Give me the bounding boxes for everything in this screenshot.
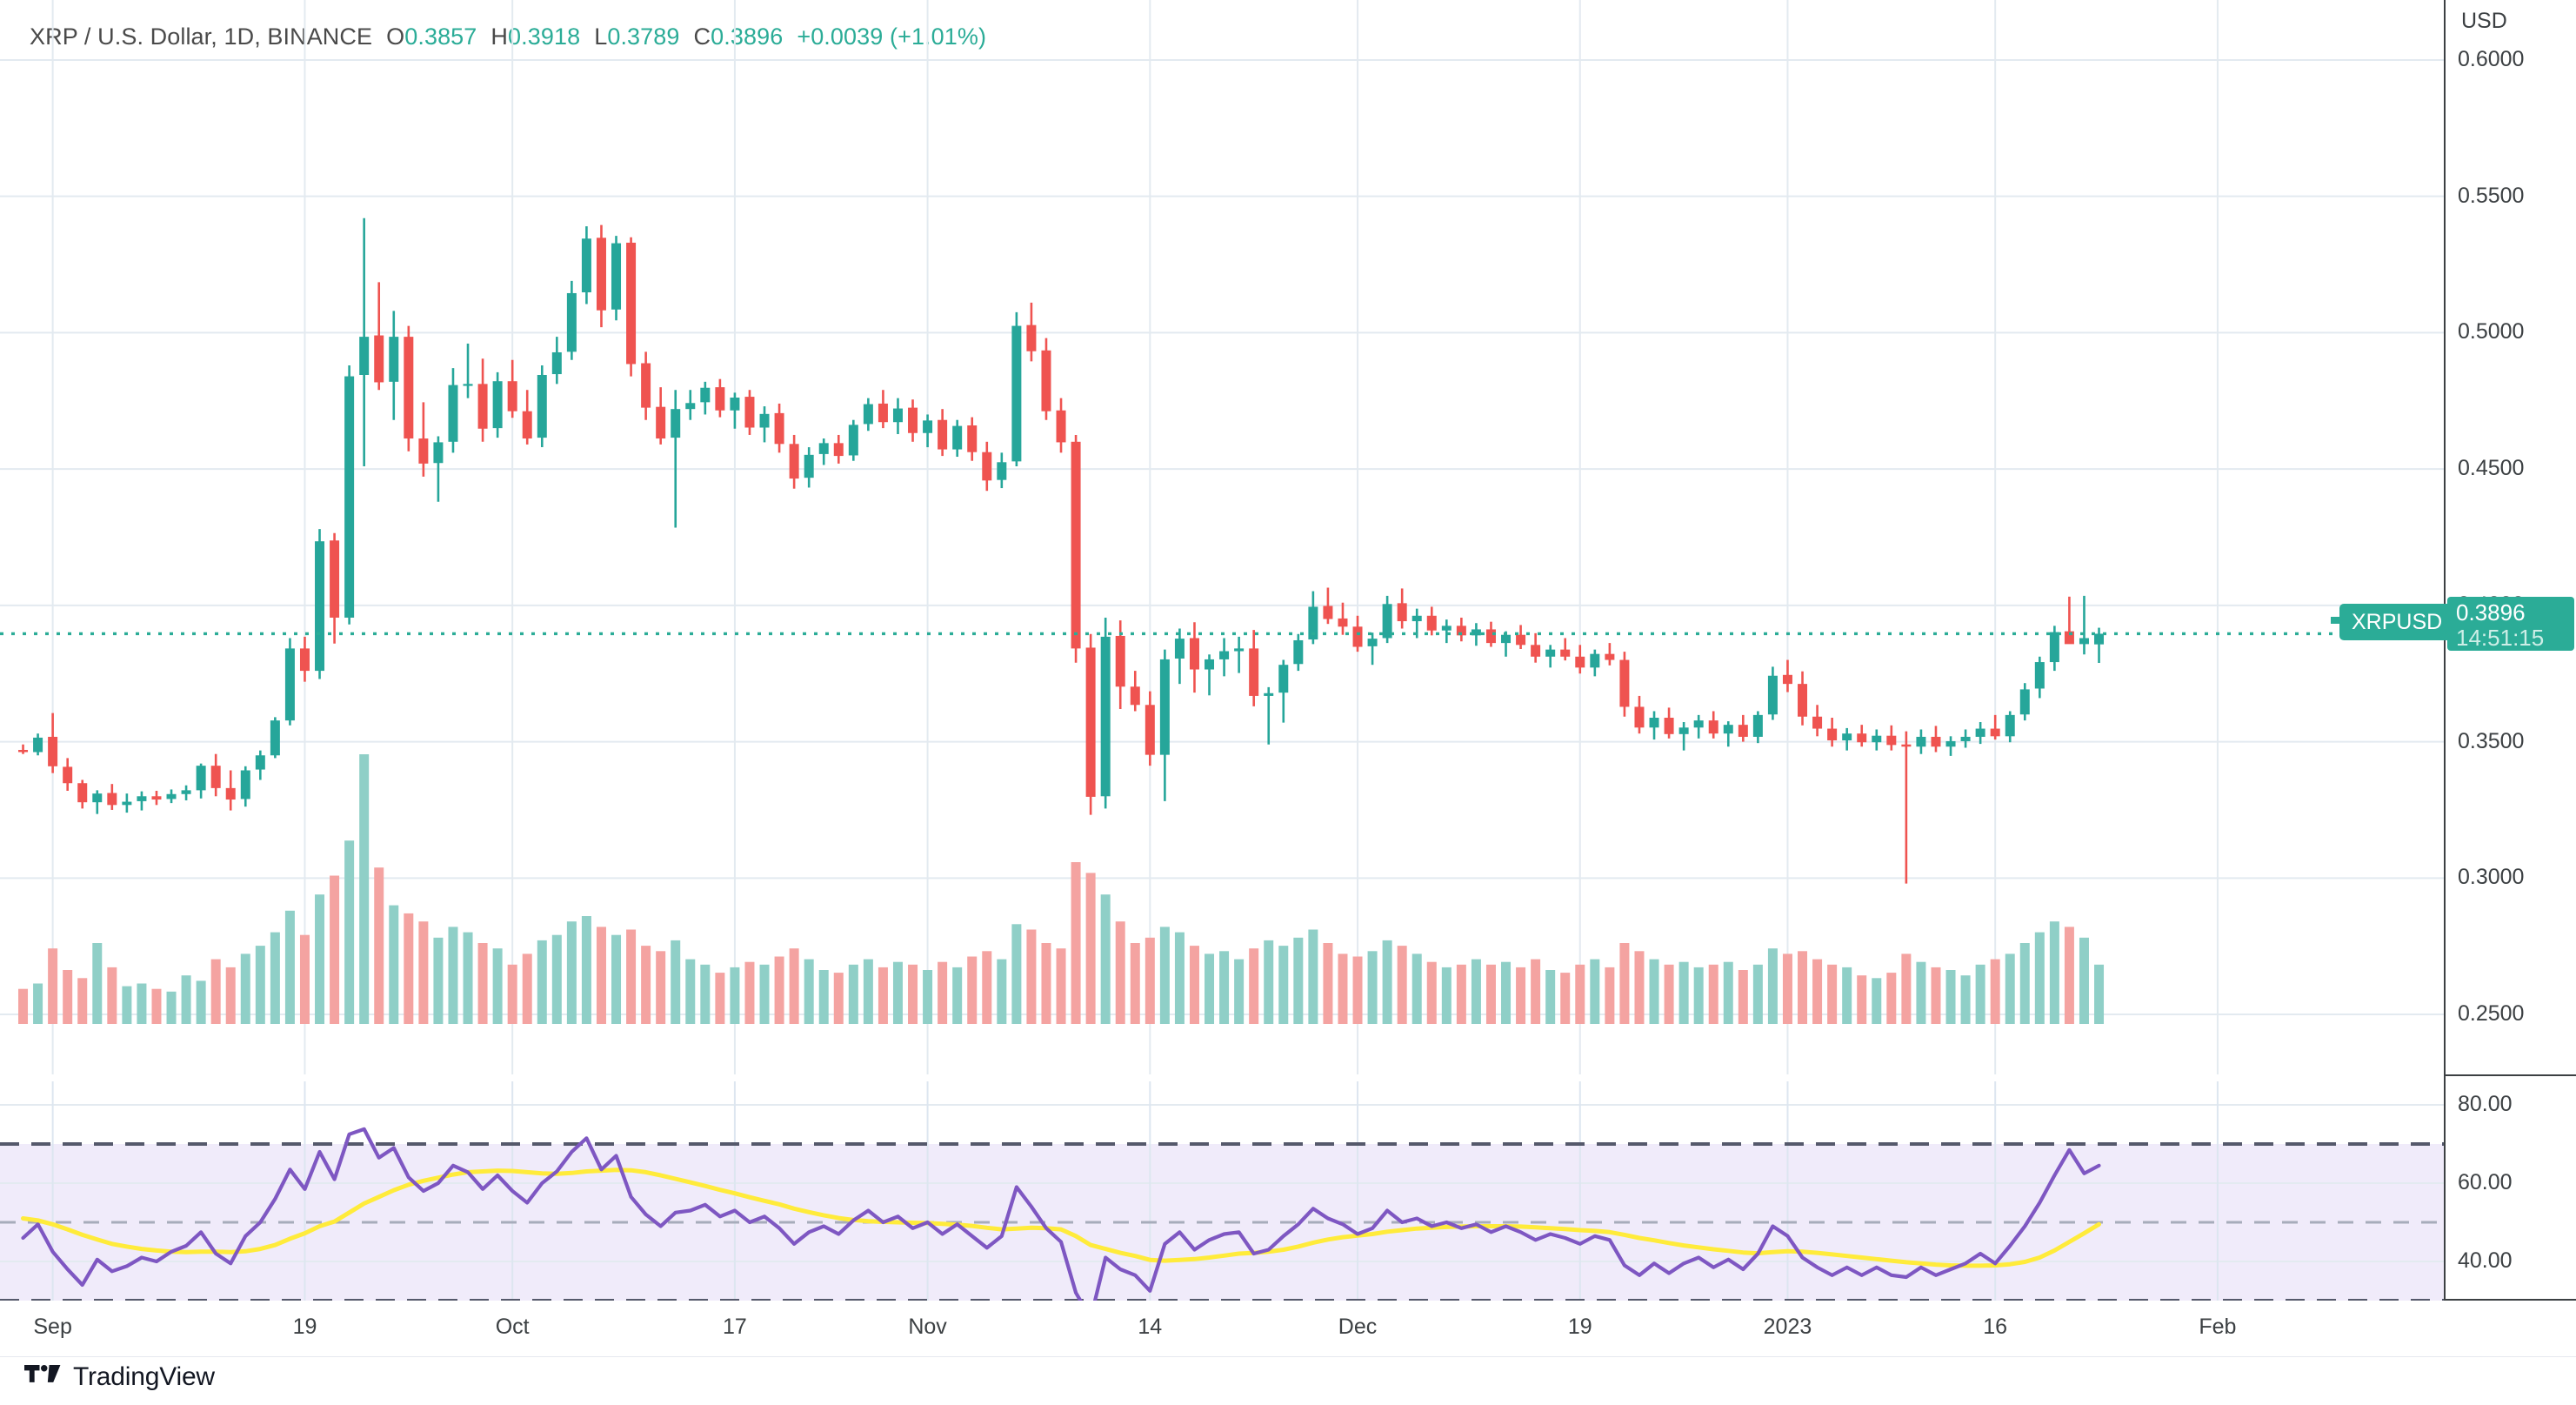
current-price-badge: 0.3896 14:51:15	[2447, 597, 2574, 651]
tradingview-mark-icon	[24, 1365, 61, 1382]
close-value: 0.3896	[711, 23, 784, 50]
price-tick: 0.3000	[2458, 865, 2525, 890]
time-tick[interactable]: Feb	[2199, 1315, 2237, 1339]
symbol-title[interactable]: XRP / U.S. Dollar, 1D, BINANCE	[30, 23, 373, 50]
low-label: L	[594, 23, 608, 50]
tradingview-logo[interactable]: TradingView	[24, 1364, 215, 1390]
currency-label: USD	[2461, 9, 2507, 33]
time-tick[interactable]: 19	[292, 1315, 317, 1339]
price-scale[interactable]: USD 0.60000.55000.50000.45000.40000.3500…	[2444, 0, 2576, 1301]
price-tick: 0.2500	[2458, 1001, 2525, 1027]
time-tick[interactable]: 14	[1138, 1315, 1163, 1339]
pane-separator	[2446, 1074, 2576, 1076]
open-value: 0.3857	[404, 23, 477, 50]
time-tick[interactable]: Oct	[495, 1315, 530, 1339]
time-tick[interactable]: Sep	[33, 1315, 72, 1339]
rsi-tick: 60.00	[2458, 1170, 2513, 1194]
time-tick[interactable]: 16	[1983, 1315, 2008, 1339]
rsi-tick: 80.00	[2458, 1092, 2513, 1116]
chart-legend[interactable]: XRP / U.S. Dollar, 1D, BINANCE O0.3857 H0.…	[30, 23, 986, 50]
price-tick: 0.6000	[2458, 46, 2525, 71]
high-label: H	[491, 23, 509, 50]
price-tick: 0.3500	[2458, 728, 2525, 753]
tradingview-wordmark: TradingView	[73, 1362, 215, 1391]
price-pane[interactable]	[0, 0, 2444, 1074]
time-tick[interactable]: 17	[723, 1315, 747, 1339]
high-value: 0.3918	[508, 23, 581, 50]
series-tag-nub	[2331, 617, 2341, 624]
time-tick[interactable]: Nov	[908, 1315, 947, 1339]
price-tick: 0.4500	[2458, 456, 2525, 481]
time-tick[interactable]: 19	[1567, 1315, 1592, 1339]
low-value: 0.3789	[607, 23, 680, 50]
scale-bottom-separator	[2446, 1299, 2576, 1301]
chart-panes[interactable]	[0, 0, 2444, 1301]
rsi-plot[interactable]	[0, 1081, 2444, 1301]
badge-countdown: 14:51:15	[2456, 625, 2545, 651]
time-tick[interactable]: 2023	[1763, 1315, 1812, 1339]
change-value: +0.0039 (+1.01%)	[797, 23, 987, 50]
price-plot[interactable]	[0, 0, 2444, 1074]
time-scale[interactable]: Sep 19 Oct 17 Nov 14 Dec 19 2023 16 Feb	[0, 1302, 2576, 1357]
rsi-tick: 40.00	[2458, 1248, 2513, 1273]
rsi-pane[interactable]	[0, 1081, 2444, 1301]
price-tick: 0.5500	[2458, 183, 2525, 208]
price-tick: 0.5000	[2458, 319, 2525, 345]
badge-price: 0.3896	[2456, 599, 2526, 626]
time-tick[interactable]: Dec	[1338, 1315, 1378, 1339]
close-label: C	[693, 23, 711, 50]
open-label: O	[386, 23, 405, 50]
series-tag[interactable]: XRPUSD	[2339, 604, 2455, 640]
